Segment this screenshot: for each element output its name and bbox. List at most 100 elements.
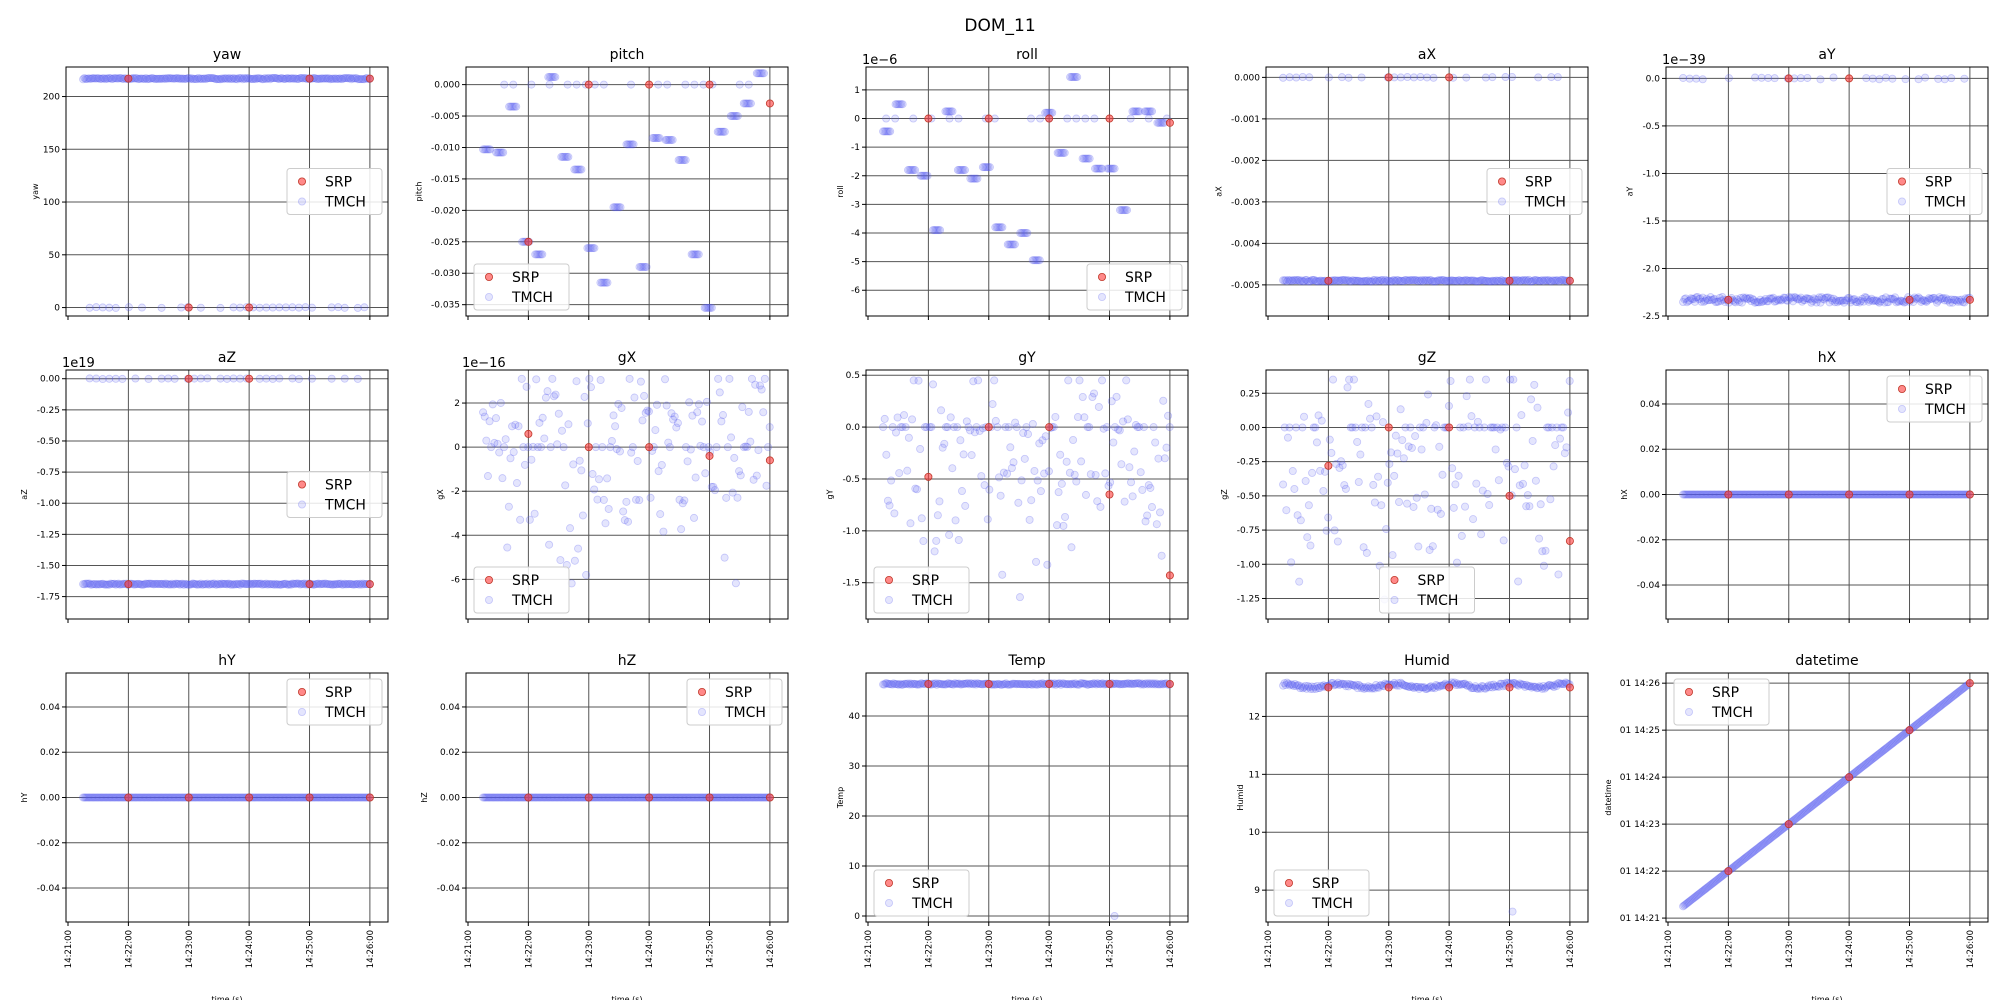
tmch-point [629,140,638,149]
x-tick-label: 14:23:00 [1785,930,1795,968]
tmch-point [1051,412,1060,421]
tmch-point [1028,256,1037,265]
tmch-point [1458,277,1467,286]
y-tick-label: -0.005 [1231,281,1260,291]
tmch-point [732,112,741,121]
tmch-point [1297,276,1306,285]
legend-marker [297,500,306,509]
srp-point [184,374,193,383]
tmch-point [287,74,296,83]
tmch-point [544,73,553,82]
y-axis-label: hZ [420,792,429,803]
tmch-point [482,436,491,445]
tmch-point [96,74,105,83]
tmch-point [1518,479,1527,488]
tmch-point [483,472,492,481]
tmch-point [686,445,695,454]
tmch-point [1143,511,1152,520]
legend-label: SRP [912,876,939,892]
srp-point [305,74,314,83]
srp-point [705,451,714,460]
tmch-point [1098,164,1107,173]
y-tick-label: -6 [851,286,860,296]
tmch-point [1387,277,1396,286]
legend-marker [1498,197,1507,206]
tmch-point [1393,449,1402,458]
tmch-point [1072,114,1081,123]
tmch-point [1445,276,1454,285]
tmch-point [1947,74,1956,83]
tmch-point [1485,501,1494,510]
tmch-point [1084,154,1093,163]
tmch-point [582,570,591,579]
x-tick-label: 14:22:00 [1324,930,1334,968]
tmch-point [156,74,165,83]
legend: SRP TMCH [1886,375,1983,423]
subplot-title: datetime [1795,653,1858,669]
tmch-point [897,100,906,109]
tmch-point [560,152,569,161]
tmch-point [610,203,619,212]
tmch-point [268,303,277,312]
tmch-point [967,174,976,183]
tmch-point [681,156,690,165]
tmch-point [611,422,620,431]
tmch-point [1481,73,1490,82]
tmch-point [644,407,653,416]
tmch-point [1020,228,1029,237]
tmch-point [493,148,502,157]
tmch-point [1409,502,1418,511]
y-tick-label: 0.00 [1240,423,1260,433]
tmch-point [646,493,655,502]
tmch-point [1403,276,1412,285]
y-tick-label: 0 [854,115,860,125]
tmch-point [191,75,200,84]
tmch-point [222,74,231,83]
tmch-point [1157,118,1166,127]
tmch-point [249,74,258,83]
srp-point [1784,74,1793,83]
srp-point [1165,118,1174,127]
srp-point [1724,295,1733,304]
tmch-point [236,303,245,312]
tmch-point [158,74,167,83]
tmch-point [911,166,920,175]
tmch-point [735,80,744,89]
tmch-point [1067,73,1076,82]
tmch-point [538,250,547,259]
x-tick-label: 14:26:00 [1566,930,1576,968]
tmch-point [1317,416,1326,425]
tmch-point [229,303,238,312]
tmch-point [1862,74,1871,83]
tmch-point [1304,501,1313,510]
tmch-point [1282,506,1291,515]
y-tick-label: -0.25 [1237,458,1260,468]
tmch-point [1006,240,1015,249]
tmch-point [1283,433,1292,442]
legend: SRP TMCH [286,678,383,726]
tmch-point [285,74,294,83]
x-tick-label: 14:22:00 [924,930,934,968]
axes-frame [865,66,1189,317]
tmch-point [662,401,671,410]
tmch-point [284,74,293,83]
y-tick-label: -1.5 [1642,217,1660,227]
tmch-point [577,466,586,475]
tmch-point [678,156,687,165]
legend-label: SRP [1925,175,1952,191]
tmch-point [1698,75,1707,84]
tmch-point [996,223,1005,232]
tmch-point [1070,470,1079,479]
y-tick-label: -3 [851,200,860,210]
tmch-point [1770,74,1779,83]
tmch-point [1305,277,1314,286]
tmch-point [1347,277,1356,286]
legend-label: TMCH [1711,705,1753,721]
tmch-point [566,524,575,533]
srp-point [1565,683,1574,692]
srp-point [365,74,374,83]
tmch-point [1298,73,1307,82]
tmch-point [930,226,939,235]
tmch-point [1523,491,1532,500]
tmch-point [1135,107,1144,116]
